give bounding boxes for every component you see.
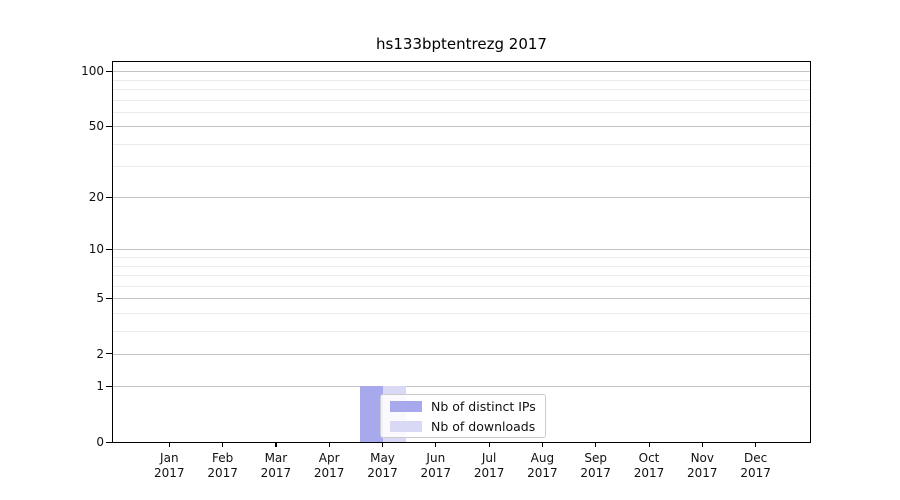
x-tick-mark [275, 442, 277, 447]
minor-gridline [113, 88, 810, 90]
legend-label-distinct-ips: Nb of distinct IPs [431, 398, 536, 414]
x-tick-label: Aug 2017 [527, 451, 558, 480]
x-tick-label: May 2017 [367, 451, 398, 480]
major-gridline [113, 126, 810, 128]
y-tick-label: 5 [96, 291, 104, 305]
minor-gridline [113, 143, 810, 145]
y-tick-mark [106, 353, 112, 355]
major-gridline [113, 249, 810, 251]
y-tick-label: 20 [88, 190, 104, 205]
legend-swatch-distinct-ips-icon [390, 400, 422, 412]
y-tick-mark [106, 70, 112, 72]
y-tick-label: 2 [96, 346, 104, 361]
legend-swatch-downloads-icon [390, 420, 422, 432]
major-gridline [113, 298, 810, 299]
x-tick-label: Jan 2017 [154, 451, 185, 480]
chart-title: hs133bptentrezg 2017 [376, 35, 547, 53]
x-tick-label: Mar 2017 [260, 451, 292, 480]
x-tick-mark [168, 442, 170, 447]
bar-distinct-ips [359, 386, 383, 442]
x-tick-mark [328, 442, 330, 447]
y-tick-mark [106, 196, 112, 199]
minor-gridline [113, 166, 810, 168]
y-tick-mark [106, 385, 112, 387]
x-tick-mark [435, 442, 437, 447]
legend-label-downloads: Nb of downloads [431, 418, 536, 434]
major-gridline [113, 71, 810, 73]
minor-gridline [113, 79, 810, 81]
x-tick-label: Nov 2017 [687, 451, 718, 480]
legend-item-distinct-ips: Nb of distinct IPs [390, 399, 536, 414]
major-gridline [113, 353, 810, 355]
y-tick-label: 50 [88, 119, 104, 134]
x-tick-label: Dec 2017 [740, 451, 771, 480]
y-tick-label: 1 [96, 379, 104, 394]
x-tick-mark [701, 442, 703, 447]
x-tick-mark [488, 442, 490, 447]
x-tick-mark [541, 442, 544, 447]
x-tick-label: Jul 2017 [473, 451, 505, 480]
x-tick-mark [648, 442, 650, 447]
x-tick-mark [222, 442, 224, 447]
x-tick-mark [382, 442, 384, 447]
y-tick-mark [106, 297, 112, 299]
y-tick-mark [106, 441, 112, 443]
major-gridline [113, 386, 810, 388]
y-tick-mark [106, 248, 112, 250]
major-gridline [113, 197, 810, 199]
x-tick-label: Jun 2017 [420, 451, 452, 480]
minor-gridline [113, 111, 810, 113]
y-tick-label: 10 [88, 242, 104, 257]
x-tick-label: Apr 2017 [313, 451, 345, 480]
x-tick-mark [755, 442, 757, 447]
x-tick-label: Feb 2017 [207, 451, 238, 480]
minor-gridline [113, 99, 810, 101]
legend: Nb of distinct IPs Nb of downloads [380, 394, 546, 438]
y-tick-label: 0 [96, 435, 104, 449]
minor-gridline [113, 274, 810, 276]
minor-gridline [113, 285, 810, 287]
plot-area [113, 62, 810, 442]
y-tick-label: 100 [81, 64, 104, 79]
minor-gridline [113, 257, 810, 258]
minor-gridline [113, 265, 810, 267]
y-tick-mark [106, 125, 112, 127]
x-tick-mark [595, 442, 597, 447]
minor-gridline [113, 312, 810, 314]
x-tick-label: Oct 2017 [633, 451, 665, 480]
x-tick-label: Sep 2017 [580, 451, 611, 480]
minor-gridline [113, 330, 810, 332]
legend-item-downloads: Nb of downloads [390, 419, 536, 434]
